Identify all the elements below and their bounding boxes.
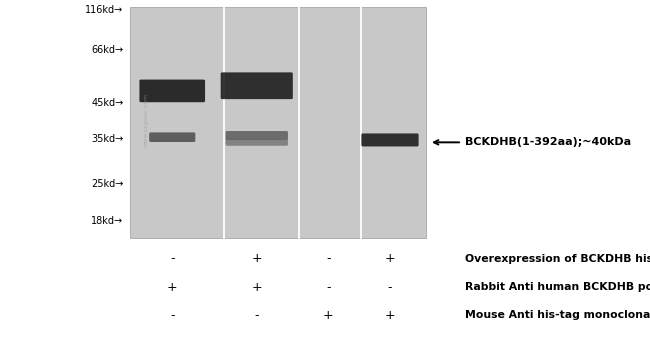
Text: -: - [170,309,174,322]
Text: 116kd→: 116kd→ [85,5,124,15]
FancyBboxPatch shape [226,139,288,146]
Text: -: - [170,252,174,265]
FancyBboxPatch shape [140,80,205,102]
Text: +: + [252,252,262,265]
Text: +: + [252,281,262,294]
Text: +: + [385,309,395,322]
FancyBboxPatch shape [221,72,292,99]
Text: 66kd→: 66kd→ [92,45,124,55]
FancyBboxPatch shape [150,132,195,142]
Bar [130,7,426,238]
Text: -: - [255,309,259,322]
Text: 45kd→: 45kd→ [91,98,124,108]
FancyBboxPatch shape [361,133,419,146]
Text: www.ptgabc.com: www.ptgabc.com [144,93,149,147]
Text: 35kd→: 35kd→ [91,134,124,144]
Text: +: + [385,252,395,265]
Text: Mouse Anti his-tag monoclonal antibody: Mouse Anti his-tag monoclonal antibody [465,310,650,320]
Text: 18kd→: 18kd→ [92,216,124,226]
Text: -: - [326,252,330,265]
Text: Overexpression of BCKDHB his-myc: Overexpression of BCKDHB his-myc [465,254,650,264]
Text: +: + [323,309,333,322]
Text: -: - [326,281,330,294]
Text: BCKDHB(1-392aa);~40kDa: BCKDHB(1-392aa);~40kDa [434,137,631,147]
Text: Rabbit Anti human BCKDHB polyclonal antibody: Rabbit Anti human BCKDHB polyclonal anti… [465,282,650,292]
Text: 25kd→: 25kd→ [91,178,124,189]
Text: -: - [388,281,392,294]
Text: +: + [167,281,177,294]
FancyBboxPatch shape [226,131,288,140]
